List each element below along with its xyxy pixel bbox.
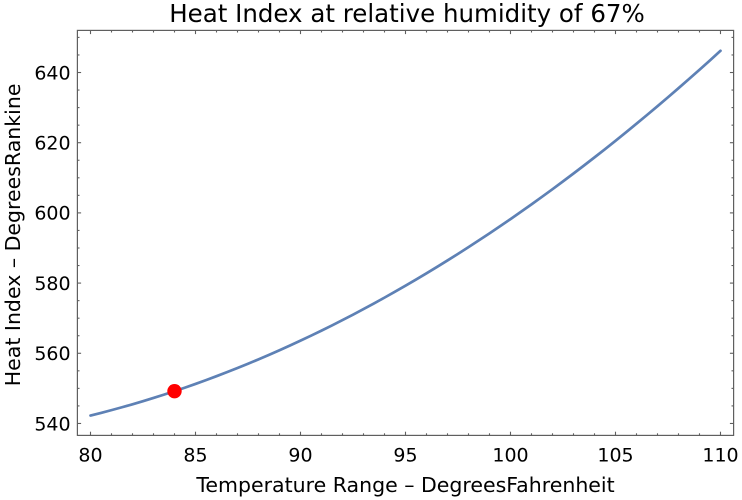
x-tick-label: 110 — [702, 444, 738, 466]
y-tick-label: 580 — [34, 273, 70, 295]
heat-index-curve — [89, 49, 722, 417]
chart-title: Heat Index at relative humidity of 67% — [169, 0, 645, 28]
x-tick-label: 100 — [492, 444, 528, 466]
x-axis-label: Temperature Range – DegreesFahrenheit — [196, 473, 615, 497]
highlight-point — [167, 383, 182, 399]
x-tick-label: 90 — [288, 444, 312, 466]
x-tick-label: 85 — [183, 444, 207, 466]
y-tick-label: 560 — [34, 343, 70, 365]
y-tick-label: 620 — [34, 133, 70, 155]
x-tick-label: 95 — [393, 444, 417, 466]
x-tick-label: 105 — [597, 444, 633, 466]
x-tick-label: 80 — [78, 444, 102, 466]
y-tick-label: 600 — [34, 203, 70, 225]
y-tick-label: 540 — [34, 413, 70, 435]
plot-frame — [76, 29, 735, 436]
y-tick-label: 640 — [34, 62, 70, 84]
y-axis-label: Heat Index – DegreesRankine — [0, 83, 25, 387]
